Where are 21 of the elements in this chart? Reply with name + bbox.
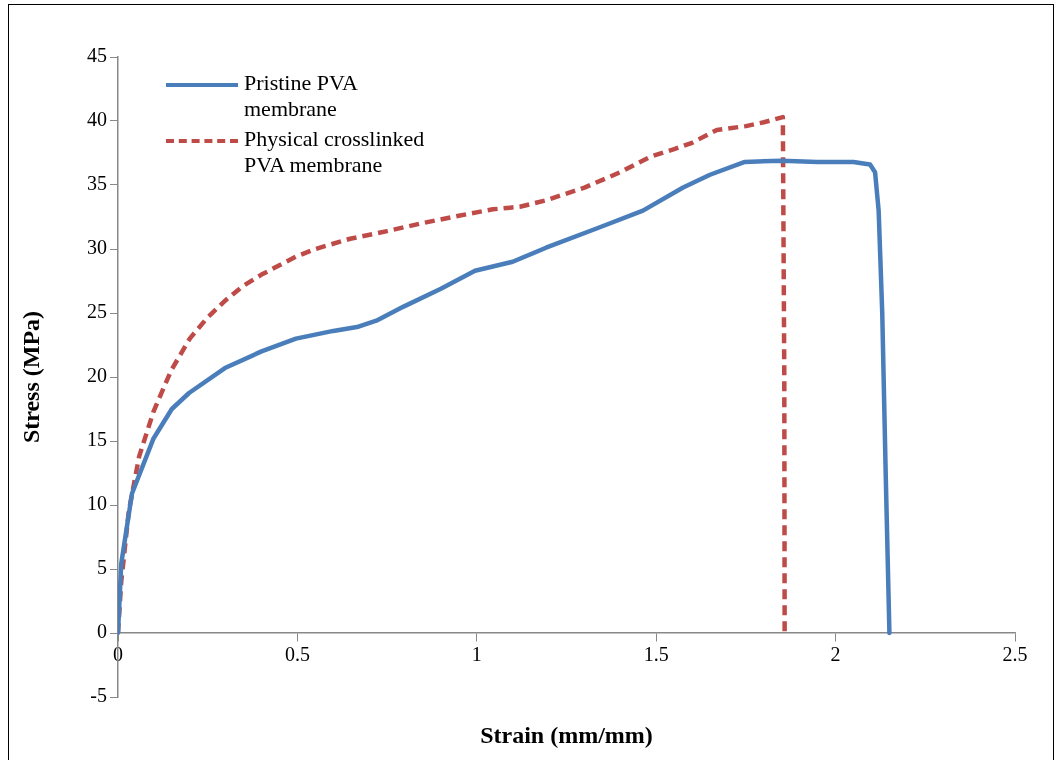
- y-tick-label: 30: [87, 236, 107, 259]
- y-tick-label: 0: [97, 620, 107, 643]
- x-tick-label: 1: [471, 643, 482, 666]
- x-tick-label: 0: [113, 643, 123, 666]
- y-tick-label: 35: [87, 172, 107, 195]
- x-tick-label: 1.5: [643, 643, 669, 666]
- y-tick-label: 25: [87, 300, 107, 323]
- y-tick-label: 20: [87, 364, 107, 387]
- y-tick-label: 15: [87, 428, 107, 451]
- x-axis-title: Strain (mm/mm): [479, 722, 654, 749]
- y-tick-label: 40: [87, 108, 107, 131]
- legend-label: Pristine PVA membrane: [244, 70, 359, 122]
- x-tick-label: 2.5: [1002, 643, 1028, 666]
- legend-label: Physical crosslinked PVA membrane: [244, 126, 426, 178]
- y-tick-label: 45: [87, 44, 107, 67]
- y-tick-label: -5: [90, 684, 107, 707]
- x-tick-label: 0.5: [284, 643, 310, 666]
- y-axis-title: Stress (MPa): [17, 310, 44, 444]
- y-tick-label: 10: [87, 492, 107, 515]
- y-tick-label: 5: [97, 556, 107, 579]
- x-tick-label: 2: [830, 643, 841, 666]
